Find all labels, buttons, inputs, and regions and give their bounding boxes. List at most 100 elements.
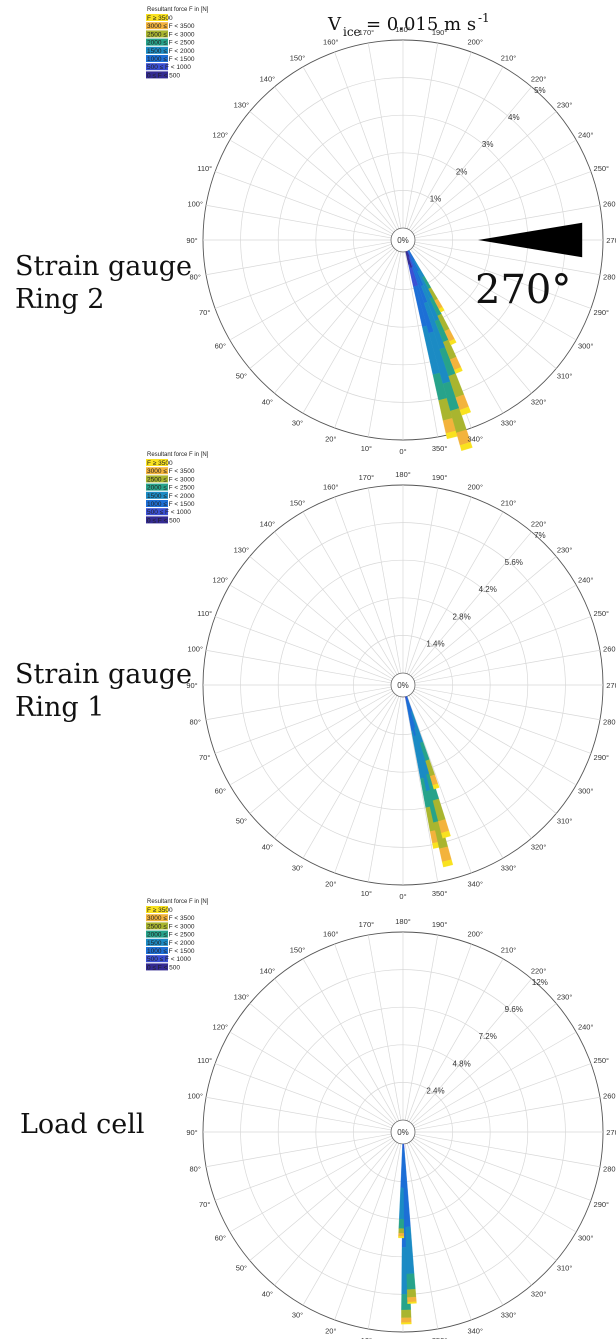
grid-spoke [414,243,592,309]
grid-spoke [404,487,439,674]
angle-tick-label: 330° [501,1311,517,1320]
row-label-line-2: Ring 1 [15,692,104,723]
angle-tick-label: 30° [292,1311,303,1320]
grid-spoke [404,1143,439,1330]
legend-label: 0 ≤ F < 500 [147,72,180,79]
angle-tick-label: 180° [395,917,411,926]
angle-tick-label: 60° [215,1234,226,1243]
legend-swatch [146,963,168,971]
angle-tick-label: 110° [197,164,212,173]
grid-spoke [406,1143,472,1321]
angle-tick-label: 290° [594,308,610,317]
legend-swatch [146,516,168,524]
legend-label: 1500 ≤ F < 2000 [147,940,195,947]
grid-spoke [274,1140,396,1286]
angle-tick-label: 350° [432,889,448,898]
angle-tick-label: 200° [467,38,483,47]
angle-tick-label: 310° [557,817,573,826]
polar-grid [202,484,604,886]
angle-tick-label: 200° [467,930,483,939]
legend-label: F ≥ 3500 [147,907,173,914]
direction-label: 270° [475,267,571,313]
grid-spoke [214,171,392,237]
grid-spoke [249,556,395,678]
angle-tick-label: 320° [531,1290,547,1299]
grid-spoke [205,1096,392,1131]
angle-tick-label: 20° [325,434,336,443]
grid-spoke [214,1135,392,1201]
angle-tick-label: 50° [236,817,247,826]
legend-swatch [146,38,168,46]
grid-spoke [404,251,439,438]
angle-tick-label: 30° [292,864,303,873]
grid-spoke [404,42,439,229]
axis-labels: 0% 0° 10° 20° 30° 40° 50° 60° 70° 80° 90° 100° 110° 1… [186,25,616,456]
petal-segment [432,783,440,790]
legend-swatch [146,508,168,516]
angle-tick-label: 10° [361,889,372,898]
petal-segment [438,306,445,313]
grid-spoke [411,556,557,678]
title-value: = 0.015 m s [366,14,476,35]
radial-tick-label: 1.4% [426,639,444,648]
angle-tick-label: 270° [606,236,616,245]
grid-spoke [229,1137,393,1233]
grid-spoke [413,690,577,786]
legend-swatch [146,459,168,466]
angle-tick-label: 190° [432,920,448,929]
radial-tick-label: 5% [534,86,546,95]
angle-tick-label: 260° [603,644,616,653]
legend-label: 1000 ≤ F < 1500 [147,948,195,955]
grid-spoke [229,245,393,341]
grid-spoke [334,251,400,429]
grid-spoke [274,248,396,394]
grid-spoke [205,241,392,276]
grid-spoke [214,616,392,682]
grid-spoke [249,247,395,369]
angle-tick-label: 130° [234,545,250,554]
grid-spoke [410,693,532,839]
grid-spoke [367,42,402,229]
angle-tick-label: 240° [578,1023,594,1032]
grid-spoke [414,1133,601,1168]
petal-segment [459,406,471,416]
center-label: 0% [397,681,409,690]
angle-tick-label: 230° [557,545,573,554]
grid-spoke [334,51,400,229]
grid-spoke [214,243,392,309]
petal-segment [441,830,451,839]
legend-swatch [146,955,168,963]
legend-swatch [146,922,168,930]
angle-tick-label: 210° [501,945,517,954]
angle-tick-label: 140° [260,74,276,83]
angle-tick-label: 260° [603,1091,616,1100]
grid-spoke [414,1135,592,1201]
angle-tick-label: 300° [578,1234,594,1243]
legend-label: 500 ≤ F < 1000 [147,956,191,963]
row-label-line-1: Strain gauge [15,659,192,690]
angle-tick-label: 160° [323,483,339,492]
grid-spoke [411,247,557,369]
radial-tick-label: 9.6% [505,1005,523,1014]
angle-tick-label: 320° [531,398,547,407]
angle-tick-label: 280° [603,1165,616,1174]
grid-spoke [413,1031,577,1127]
grid-spoke [414,616,592,682]
grid-spoke [408,511,504,675]
angle-tick-label: 60° [215,342,226,351]
grid-spoke [414,204,601,239]
angle-tick-label: 10° [361,1336,372,1339]
angle-tick-label: 220° [531,519,547,528]
grid-spoke [302,511,398,675]
angle-tick-label: 210° [501,498,517,507]
petal-segment [459,441,473,451]
angle-tick-label: 210° [501,53,517,62]
grid-spoke [414,1096,601,1131]
angle-tick-label: 140° [260,519,276,528]
angle-tick-label: 310° [557,1264,573,1273]
angle-tick-label: 280° [603,273,616,282]
petal-segment [401,1322,412,1325]
